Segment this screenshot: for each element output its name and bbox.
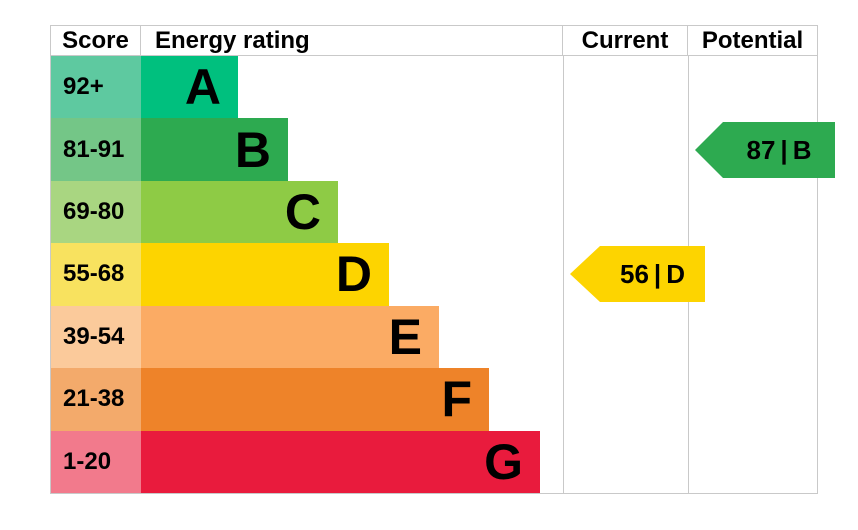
potential-rating-band: B <box>792 134 812 165</box>
band-bar-g: G <box>141 430 540 493</box>
score-range-label: 55-68 <box>51 243 141 306</box>
band-row-c: 69-80 C <box>51 180 817 244</box>
band-bar-b: B <box>141 118 288 181</box>
band-row-d: 55-68 D <box>51 243 817 306</box>
header-current-label: Current <box>563 26 688 55</box>
score-range-label: 69-80 <box>51 180 141 244</box>
current-rating-value: 56 <box>620 258 649 289</box>
current-rating-separator: | <box>653 258 662 289</box>
current-rating-arrow: 56 | D <box>570 246 705 302</box>
score-range-label: 1-20 <box>51 430 141 493</box>
epc-chart: Score Energy rating Current Potential 92… <box>50 25 835 494</box>
band-bar-e: E <box>141 305 439 369</box>
band-row-b: 81-91 B <box>51 118 817 181</box>
potential-rating-separator: | <box>780 134 788 165</box>
potential-rating-value: 87 <box>746 134 776 165</box>
chart-header-row: Score Energy rating Current Potential <box>51 26 817 56</box>
band-bar-d: D <box>141 243 389 306</box>
header-potential-label: Potential <box>701 26 804 54</box>
current-column-divider <box>563 56 564 493</box>
score-range-label: 39-54 <box>51 305 141 369</box>
current-rating-band: D <box>666 258 685 289</box>
score-range-label: 81-91 <box>51 118 141 181</box>
band-row-e: 39-54 E <box>51 305 817 369</box>
band-bar-c: C <box>141 180 338 244</box>
band-bar-f: F <box>141 368 489 431</box>
band-bar-a: A <box>141 56 238 119</box>
header-score-label: Score <box>51 26 141 55</box>
band-row-a: 92+ A <box>51 56 817 119</box>
chart-body: 92+ A 81-91 B 69-80 C 55-68 D 39-54 E 21… <box>51 56 835 493</box>
potential-rating-arrow: 87 | B <box>695 122 835 178</box>
header-energy-rating-label: Energy rating <box>141 26 563 55</box>
band-row-f: 21-38 F <box>51 368 817 431</box>
score-range-label: 92+ <box>51 56 141 119</box>
band-row-g: 1-20 G <box>51 430 817 493</box>
score-range-label: 21-38 <box>51 368 141 431</box>
